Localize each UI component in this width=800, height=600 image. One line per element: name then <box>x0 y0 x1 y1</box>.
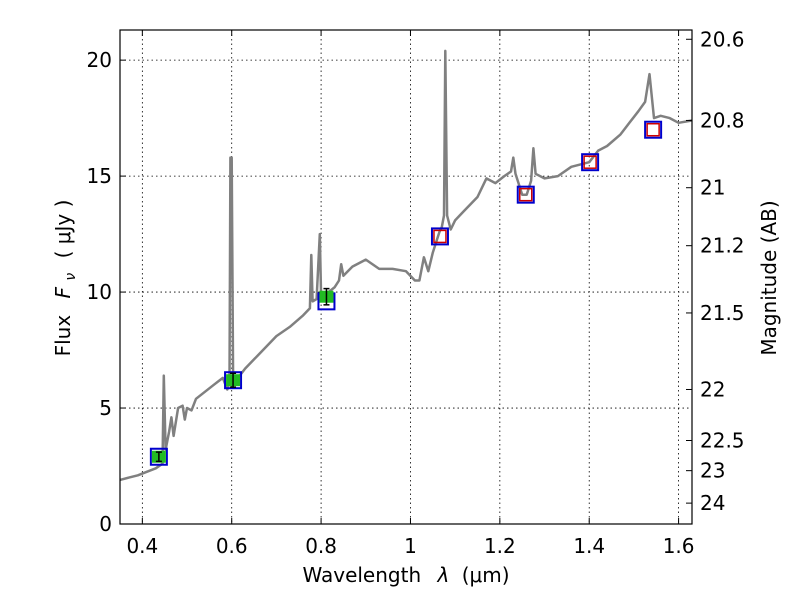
y2-tick-label: 22 <box>700 377 725 401</box>
y2-axis-label: Magnitude (AB) <box>757 200 781 355</box>
model-photometry-box <box>224 371 243 390</box>
spectrum-line <box>119 49 693 482</box>
x-axis-label: Wavelength λ (μm) <box>302 563 509 587</box>
model-photometry-box <box>644 120 663 139</box>
y2-tick-label: 21 <box>700 176 725 200</box>
x-tick-label: 1.6 <box>663 534 695 558</box>
x-tick-label: 1.4 <box>573 534 605 558</box>
model-photometry-box <box>581 153 600 172</box>
y2-tick-label: 24 <box>700 491 725 515</box>
model-photometry-box <box>516 185 535 204</box>
observed-nir-marker <box>646 122 660 137</box>
model-photometry-box <box>430 227 449 246</box>
x-tick-label: 1 <box>404 534 417 558</box>
observed-nir-marker <box>433 229 447 244</box>
photometry-markers <box>149 120 663 466</box>
x-tick-label: 0.8 <box>305 534 337 558</box>
x-tick-label: 0.6 <box>216 534 248 558</box>
y-tick-label: 10 <box>87 280 112 304</box>
y2-tick-label: 23 <box>700 459 725 483</box>
y2-tick-label: 20.6 <box>700 27 745 51</box>
y-axis-label: Flux F ν ( μJy ) <box>51 200 80 357</box>
y2-tick-label: 21.5 <box>700 301 745 325</box>
observed-nir-marker <box>519 187 533 202</box>
y2-tick-label: 20.8 <box>700 108 745 132</box>
y2-tick-label: 22.5 <box>700 429 745 453</box>
x-tick-label: 1.2 <box>484 534 516 558</box>
spectrum-plot <box>119 49 693 482</box>
axis-ticks: 0.4 0.6 0.8 1 1.2 1.4 1.6 0 5 10 15 20 20.6 20.8 21 21.… <box>87 27 745 558</box>
observed-nir-marker <box>583 155 597 169</box>
plot-frame <box>119 29 693 525</box>
y2-tick-label: 21.2 <box>700 234 745 258</box>
y-tick-label: 20 <box>87 48 112 72</box>
x-tick-label: 0.4 <box>126 534 158 558</box>
model-photometry-box <box>149 447 168 466</box>
grid <box>120 30 692 525</box>
y-tick-label: 0 <box>99 512 112 536</box>
y-tick-label: 15 <box>87 164 112 188</box>
y-tick-label: 5 <box>99 396 112 420</box>
